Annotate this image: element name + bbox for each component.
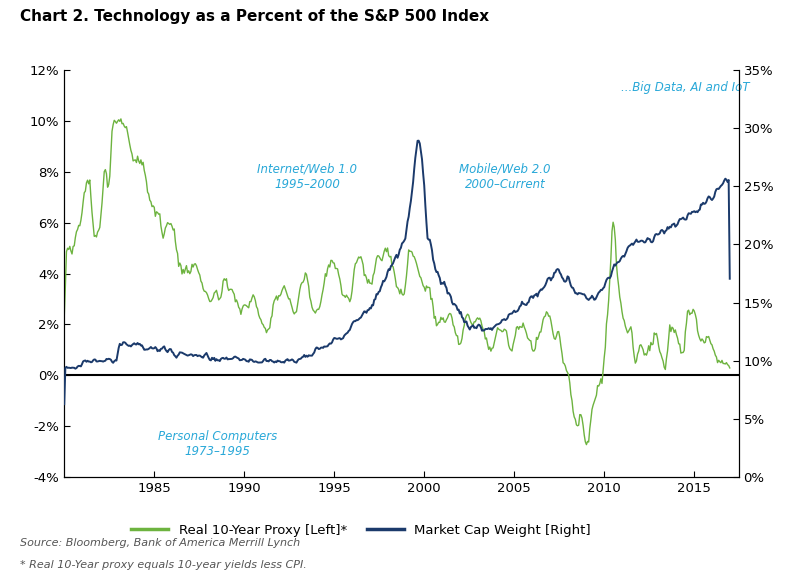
Text: Personal Computers
1973–1995: Personal Computers 1973–1995 bbox=[157, 430, 277, 458]
Text: Chart 2. Technology as a Percent of the S&P 500 Index: Chart 2. Technology as a Percent of the … bbox=[20, 9, 488, 24]
Text: Mobile/Web 2.0
2000–Current: Mobile/Web 2.0 2000–Current bbox=[459, 163, 550, 191]
Text: ...Big Data, AI and IoT: ...Big Data, AI and IoT bbox=[620, 81, 748, 94]
Text: * Real 10-Year proxy equals 10-year yields less CPI.: * Real 10-Year proxy equals 10-year yiel… bbox=[20, 560, 306, 570]
Text: Internet/Web 1.0
1995–2000: Internet/Web 1.0 1995–2000 bbox=[257, 163, 357, 191]
Legend: Real 10-Year Proxy [Left]*, Market Cap Weight [Right]: Real 10-Year Proxy [Left]*, Market Cap W… bbox=[126, 519, 595, 542]
Text: Source: Bloomberg, Bank of America Merrill Lynch: Source: Bloomberg, Bank of America Merri… bbox=[20, 538, 300, 548]
